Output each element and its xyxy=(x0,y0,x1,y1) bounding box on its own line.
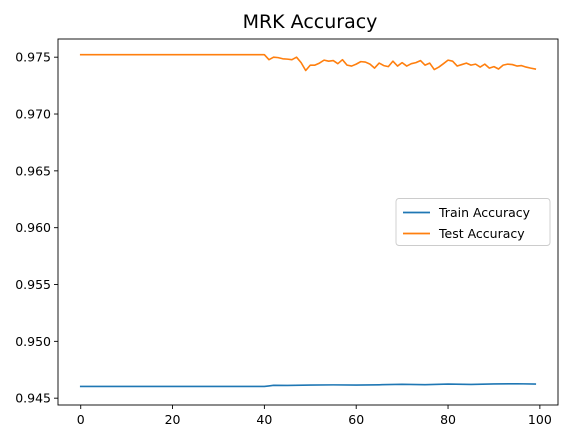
y-tick-label: 0.965 xyxy=(15,163,51,178)
series-line-0 xyxy=(79,382,537,388)
x-tick-label: 20 xyxy=(165,412,181,427)
x-tick-label: 100 xyxy=(528,412,552,427)
axes-frame xyxy=(57,38,559,406)
series-line-1 xyxy=(79,53,537,72)
x-tick-label: 80 xyxy=(440,412,456,427)
legend-label-1: Test Accuracy xyxy=(438,226,525,241)
y-tick-label: 0.950 xyxy=(15,334,51,349)
legend-box xyxy=(395,198,551,246)
y-tick-label: 0.960 xyxy=(15,220,51,235)
legend-label-0: Train Accuracy xyxy=(438,205,531,220)
x-tick-label: 40 xyxy=(256,412,272,427)
y-tick-label: 0.975 xyxy=(15,50,51,65)
y-tick-label: 0.955 xyxy=(15,277,51,292)
x-tick-label: 60 xyxy=(348,412,364,427)
axes: 0 20 40 60 80 100 0.945 0.950 0.955 0.960 0.965 0.9… xyxy=(15,38,559,427)
y-tick-label: 0.970 xyxy=(15,107,51,122)
plot-area xyxy=(79,53,537,388)
x-tick-label: 0 xyxy=(77,412,85,427)
y-tick-label: 0.945 xyxy=(15,391,51,406)
legend: Train Accuracy Test Accuracy xyxy=(395,198,551,246)
chart-title: MRK Accuracy xyxy=(243,11,378,33)
